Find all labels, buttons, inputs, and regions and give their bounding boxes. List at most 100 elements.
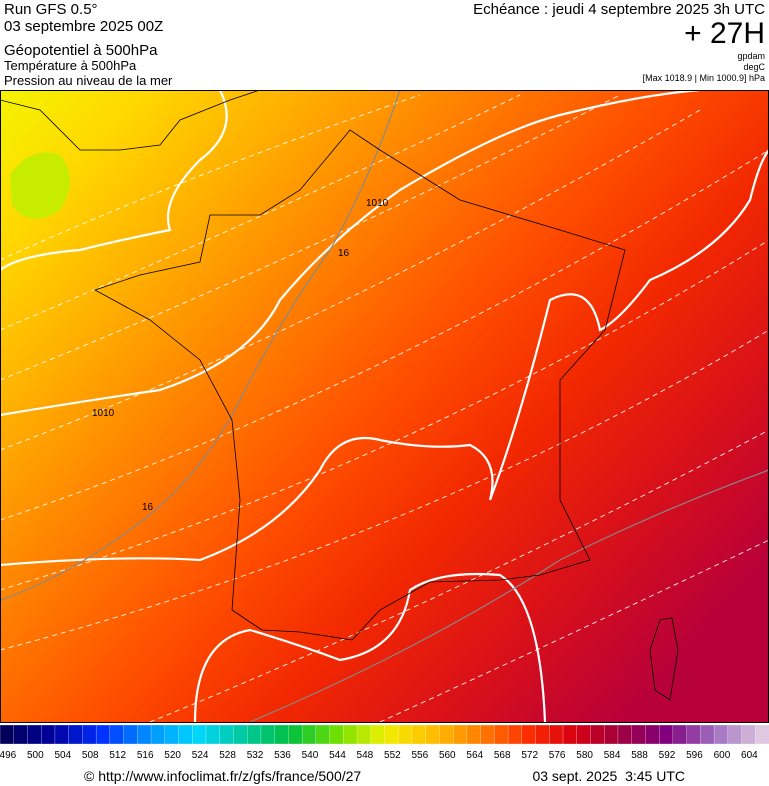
colorbar-swatch [219,724,235,745]
colorbar-label: 556 [411,750,428,761]
colorbar-swatch [41,724,56,745]
dashed-contours [0,94,769,722]
colorbar-swatch [68,724,84,745]
pressure-contours [0,90,769,722]
map-area: 1010 1010 16 16 [0,90,769,722]
colorbar-label: 576 [549,750,566,761]
colorbar-label: 496 [0,750,17,761]
colorbar-swatch [741,724,756,745]
colorbar-swatch [260,724,276,745]
colorbar-swatch [535,724,550,745]
colorbar-label: 568 [494,750,511,761]
colorbar-label: 520 [164,750,181,761]
lead-time: + 27H [684,17,765,50]
colorbar-label: 588 [631,750,648,761]
colorbar-swatch [700,724,715,745]
colorbar-label: 528 [219,750,236,761]
colorbar-label: 564 [466,750,483,761]
footer-timestamp: 03 sept. 2025 3:45 UTC [532,768,685,784]
temperature-field [0,90,769,722]
colorbar-swatch [54,724,70,745]
colorbar-swatch [0,724,15,745]
colorbar-swatch [549,724,564,745]
colorbar-label: 604 [741,750,758,761]
colorbar-swatch [672,724,688,745]
colorbar-swatch [727,724,743,745]
contour-label: 16 [142,502,154,513]
colorbar-label: 508 [82,750,99,761]
unit: [Max 1018.9 | Min 1000.9] hPa [643,73,765,83]
colorbar-swatch [576,724,592,745]
colorbar-swatch [27,724,42,745]
contour-label: 1010 [92,408,115,419]
coastlines [0,90,679,701]
colorbar-swatch [590,724,605,745]
colorbar-label: 532 [247,750,264,761]
colorbar-swatch [645,724,660,745]
colorbar-swatch [288,724,303,745]
colorbar-swatch [150,724,166,745]
colorbar-swatch [631,724,647,745]
colorbar-label: 560 [439,750,456,761]
colorbar-swatch [604,724,619,745]
colorbar-swatch [82,724,97,745]
colorbar-swatch [343,724,358,745]
colorbar-label: 584 [604,750,621,761]
field-name: Température à 500hPa [4,58,137,73]
colorbar-swatch [178,724,193,745]
colorbar-swatch [247,724,262,745]
colorbar-swatch [384,724,399,745]
colorbar-label: 572 [521,750,538,761]
colorbar-swatch [398,724,413,745]
colorbar-swatch [205,724,221,745]
colorbar-swatch [755,724,769,745]
colorbar-swatch [137,724,152,745]
unit: gpdam [737,51,765,61]
colorbar-swatch [494,724,509,745]
colorbar-swatch [480,724,496,745]
colorbar-swatch [315,724,331,745]
field-name: Géopotentiel à 500hPa [4,42,158,59]
colorbar-swatch [95,724,111,745]
colorbar-swatch [521,724,537,745]
colorbar-swatch [658,724,674,745]
run-date: 03 septembre 2025 00Z [4,18,163,35]
colorbar: 496 500 504 508 512 516 520 524 528 532 536 540 544 5… [0,724,769,761]
colorbar-label: 552 [384,750,401,761]
colorbar-swatch [109,724,125,745]
colorbar-swatch [274,724,290,745]
colorbar-label: 596 [686,750,703,761]
valid-time: Echéance : jeudi 4 septembre 2025 3h UTC [473,1,765,18]
temperature-contours [0,90,769,722]
colorbar-label: 512 [109,750,126,761]
colorbar-swatch [686,724,701,745]
colorbar-label: 600 [714,750,731,761]
footer-url: © http://www.infoclimat.fr/z/gfs/france/… [84,768,361,784]
colorbar-swatch [329,724,344,745]
colorbar-swatch [123,724,138,745]
field-name: Pression au niveau de la mer [4,73,173,88]
colorbar-label: 592 [659,750,676,761]
temperature-blob [10,152,70,219]
colorbar-label: 516 [137,750,154,761]
colorbar-label: 544 [329,750,346,761]
colorbar-label: 524 [192,750,209,761]
unit: degC [743,62,765,72]
colorbar-swatch [466,724,482,745]
contour-label: 1010 [366,198,389,209]
contour-label: 16 [338,248,350,259]
colorbar-swatch [13,724,29,745]
colorbar-swatch [356,724,372,745]
colorbar-swatch [713,724,729,745]
colorbar-label: 540 [302,750,319,761]
colorbar-swatch [411,724,427,745]
run-title: Run GFS 0.5° [4,1,98,18]
colorbar-swatch [439,724,454,745]
colorbar-swatch [507,724,523,745]
colorbar-swatch [164,724,180,745]
colorbar-swatch [370,724,386,745]
colorbar-swatch [562,724,578,745]
colorbar-swatch [192,724,207,745]
colorbar-swatch [453,724,468,745]
